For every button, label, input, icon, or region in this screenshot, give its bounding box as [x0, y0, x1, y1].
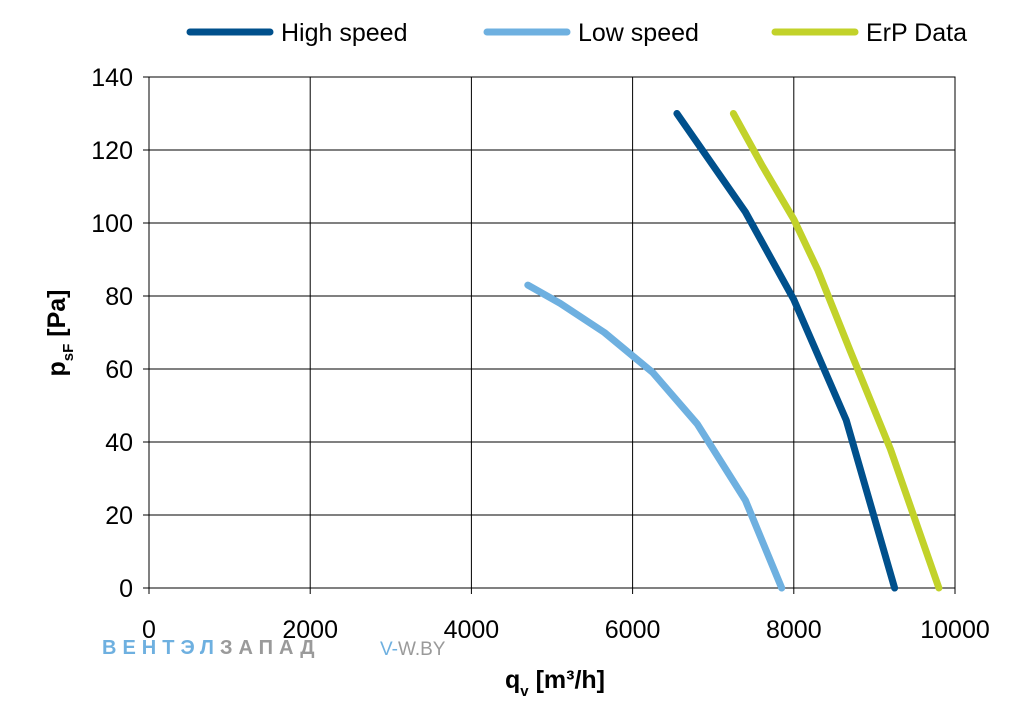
legend-item-high-speed: High speed [186, 19, 407, 47]
y-axis-title-rest: [Pa] [43, 290, 71, 344]
watermark: ВЕНТЭЛЗАПАД V-W.BY [102, 637, 446, 660]
series-line-low-speed [524, 281, 786, 592]
y-axis-title-main: p [43, 361, 71, 376]
x-axis-title-rest: [m³/h] [529, 666, 605, 694]
x-tick-label: 8000 [766, 616, 822, 644]
legend-label: Low speed [578, 19, 699, 47]
x-axis-title-main: q [505, 666, 520, 694]
x-axis-title-sub: v [520, 683, 529, 700]
y-tick-label: 60 [105, 356, 133, 384]
y-tick-labels: 0 20 40 60 80 100 120 140 [91, 64, 133, 603]
watermark-brand-part2: ЗАПАД [220, 637, 321, 659]
y-tick-label: 20 [105, 502, 133, 530]
x-tick-labels: 0 2000 4000 6000 8000 10000 [142, 616, 990, 644]
watermark-url: V-W.BY [380, 639, 446, 660]
legend-label: High speed [281, 19, 407, 47]
y-tick-label: 40 [105, 429, 133, 457]
plot-area [148, 76, 956, 589]
y-tick-label: 140 [91, 64, 133, 92]
x-axis-title: qv [m³/h] [505, 666, 605, 700]
y-tick-label: 80 [105, 283, 133, 311]
x-tick-label: 4000 [444, 616, 500, 644]
watermark-brand: ВЕНТЭЛЗАПАД [102, 637, 320, 659]
legend: High speed Low speed ErP Data [186, 19, 967, 47]
y-tick-label: 120 [91, 137, 133, 165]
legend-item-low-speed: Low speed [483, 19, 699, 47]
watermark-brand-part1: ВЕНТЭЛ [102, 637, 220, 659]
legend-item-erp-data: ErP Data [771, 19, 967, 47]
x-tick-label: 0 [142, 616, 156, 644]
y-axis-title: psF [Pa] [43, 290, 77, 377]
x-tick-label: 2000 [282, 616, 338, 644]
x-tick-label: 10000 [920, 616, 990, 644]
x-tick-label: 6000 [605, 616, 661, 644]
series-line-high-speed [673, 110, 899, 592]
y-tick-label: 100 [91, 210, 133, 238]
series-layer [524, 110, 943, 592]
watermark-url-part1: V- [380, 639, 398, 660]
series-line-erp-data [729, 110, 943, 592]
watermark-url-part2: W.BY [398, 639, 446, 660]
legend-label: ErP Data [866, 19, 967, 47]
y-axis-title-sub: sF [60, 344, 77, 362]
grid [143, 76, 956, 594]
y-tick-label: 0 [119, 575, 133, 603]
